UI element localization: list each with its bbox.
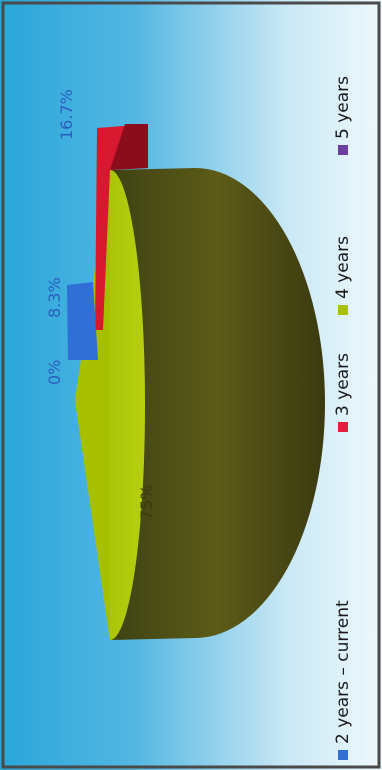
- label-75-pct: 75%: [137, 484, 156, 520]
- legend-label-2-years: 2 years – current: [333, 600, 353, 744]
- legend-swatch-5-years: [338, 145, 348, 155]
- legend-label-5-years: 5 years: [333, 76, 353, 139]
- legend-swatch-4-years: [338, 305, 348, 315]
- legend-label-3-years: 3 years: [333, 353, 353, 416]
- legend-swatch-3-years: [338, 422, 348, 432]
- legend: 2 years – current 3 years 4 years 5 year…: [333, 76, 353, 760]
- label-0-pct: 0%: [45, 360, 64, 385]
- legend-label-4-years: 4 years: [333, 236, 353, 299]
- label-16-pct: 16.7%: [57, 89, 76, 140]
- slice-labels: 0% 8.3% 16.7% 75%: [45, 89, 156, 520]
- slice-3-years-side: [110, 124, 148, 170]
- slice-2-years: [67, 282, 98, 360]
- plot-area: [67, 124, 325, 640]
- slice-4-years-side: [110, 168, 325, 640]
- slice-3-years: [95, 124, 148, 330]
- label-8-pct: 8.3%: [45, 277, 64, 318]
- legend-swatch-2-years: [338, 750, 348, 760]
